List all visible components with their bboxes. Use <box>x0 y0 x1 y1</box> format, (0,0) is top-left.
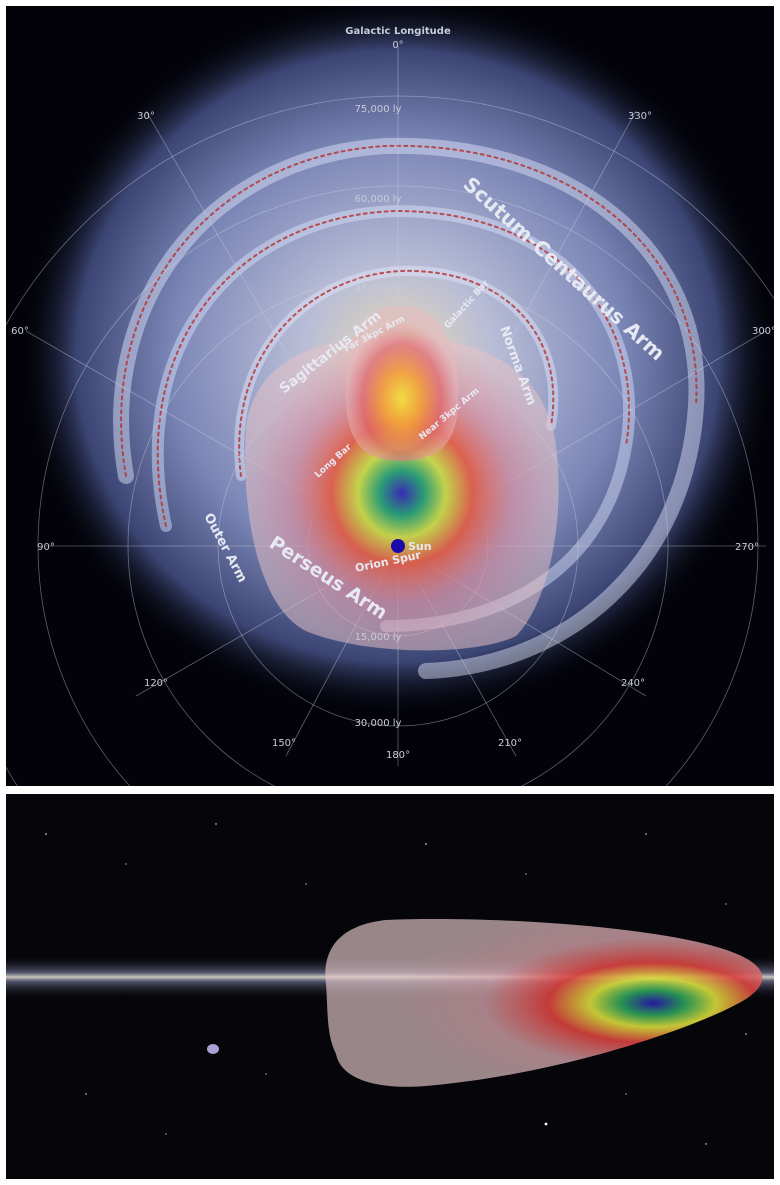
longitude-label: 240° <box>621 678 645 689</box>
longitude-label: 300° <box>752 326 774 337</box>
longitude-label: 60° <box>11 326 29 337</box>
galaxy-map-svg: Galactic Longitude 0° 30° 60° 90° 120° 1… <box>6 6 774 786</box>
galaxy-edge-on-view <box>6 794 774 1179</box>
edge-on-svg <box>6 794 774 1179</box>
satellite-galaxy <box>207 1044 219 1054</box>
galactic-longitude-title: Galactic Longitude <box>345 26 451 37</box>
galaxy-face-on-map: Galactic Longitude 0° 30° 60° 90° 120° 1… <box>6 6 774 786</box>
longitude-labels: 0° 30° 60° 90° 120° 150° 180° 210° 240° … <box>11 40 774 761</box>
longitude-label: 0° <box>392 40 403 51</box>
heat-overlay-lower <box>245 336 559 651</box>
distance-label: 30,000 ly <box>355 718 402 729</box>
longitude-label: 120° <box>144 678 168 689</box>
distance-label: 45,000 ly <box>355 284 402 295</box>
edge-on-heat-overlay <box>325 919 763 1087</box>
longitude-label: 90° <box>37 542 55 553</box>
longitude-label: 180° <box>386 750 410 761</box>
distance-label: 75,000 ly <box>355 104 402 115</box>
sun-marker <box>391 539 405 553</box>
sun-label: Sun <box>408 540 432 553</box>
background-stars <box>45 823 747 1145</box>
heat-overlay-upper <box>345 306 459 461</box>
spiral-arms <box>113 137 705 679</box>
longitude-label: 330° <box>628 111 652 122</box>
distance-labels: 75,000 ly 60,000 ly 45,000 ly 15,000 ly … <box>355 104 402 729</box>
distance-label: 15,000 ly <box>355 632 402 643</box>
longitude-label: 30° <box>137 111 155 122</box>
longitude-label: 270° <box>735 542 759 553</box>
longitude-label: 150° <box>272 738 296 749</box>
distance-label: 60,000 ly <box>355 194 402 205</box>
longitude-label: 210° <box>498 738 522 749</box>
